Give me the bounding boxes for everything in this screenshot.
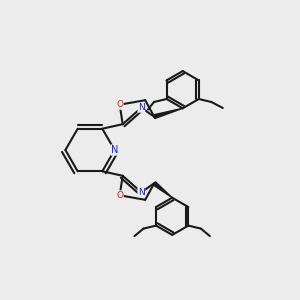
Polygon shape [153, 182, 172, 198]
Text: O: O [116, 100, 123, 109]
Text: N: N [138, 188, 145, 197]
Text: O: O [116, 191, 123, 200]
Text: N: N [111, 145, 118, 155]
Polygon shape [154, 108, 183, 118]
Text: N: N [138, 103, 145, 112]
